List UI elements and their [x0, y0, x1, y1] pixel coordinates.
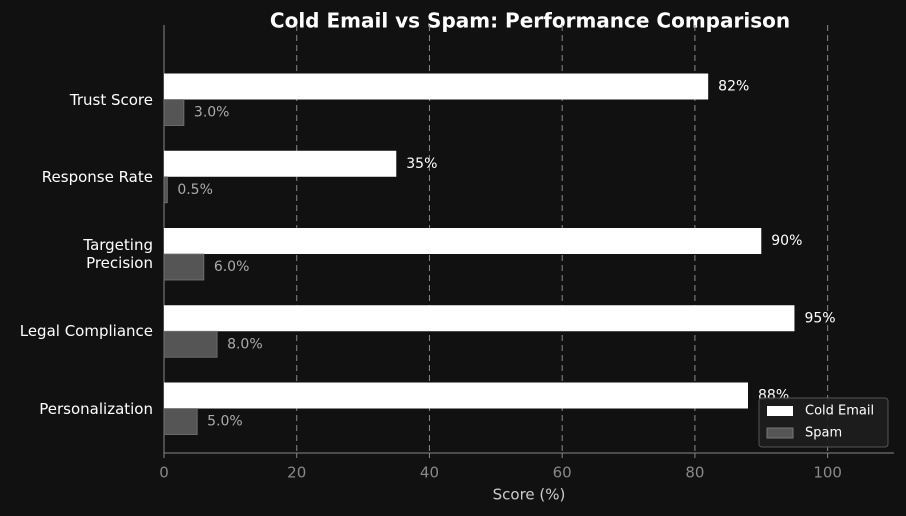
x-tick-label: 0 — [159, 464, 169, 482]
x-tick-label: 20 — [287, 464, 306, 482]
category-labels: Trust Score Response Rate Targeting Precis… — [3, 0, 153, 516]
value-label: 35% — [406, 156, 437, 172]
x-tick-label: 60 — [553, 464, 572, 482]
y-tick-label: Trust Score — [69, 90, 153, 109]
y-tick-label: Legal Compliance — [19, 322, 153, 341]
bar — [164, 150, 397, 177]
legend-swatch — [766, 427, 794, 439]
legend-label: Spam — [805, 426, 842, 441]
bar — [163, 99, 185, 126]
legend: Cold Email Spam — [758, 397, 889, 448]
value-label: 0.5% — [177, 182, 213, 198]
x-tick-label: 100 — [813, 464, 842, 482]
legend-swatch — [767, 406, 793, 416]
bar — [163, 408, 198, 435]
value-label: 90% — [771, 233, 802, 249]
bar — [163, 330, 218, 358]
value-label: 3.0% — [194, 105, 230, 121]
x-tick-label: 80 — [685, 464, 704, 482]
bar — [164, 305, 795, 332]
bar — [163, 176, 168, 204]
y-tick-label: Targeting Precision — [83, 236, 153, 272]
bar — [164, 228, 762, 254]
x-tick-label: 40 — [420, 464, 439, 482]
legend-label: Cold Email — [805, 404, 874, 419]
bar — [164, 73, 709, 100]
bar — [164, 382, 748, 409]
bar — [163, 253, 205, 281]
y-tick-label: Personalization — [39, 399, 153, 418]
value-label: 5.0% — [207, 414, 243, 430]
chart-title: Cold Email vs Spam: Performance Comparis… — [270, 9, 790, 33]
value-label: 8.0% — [227, 336, 263, 352]
x-axis-label: Score (%) — [493, 486, 566, 504]
y-tick-label: Response Rate — [41, 167, 153, 186]
value-label: 6.0% — [214, 259, 250, 275]
value-label: 95% — [804, 310, 835, 326]
value-label: 82% — [718, 79, 749, 95]
